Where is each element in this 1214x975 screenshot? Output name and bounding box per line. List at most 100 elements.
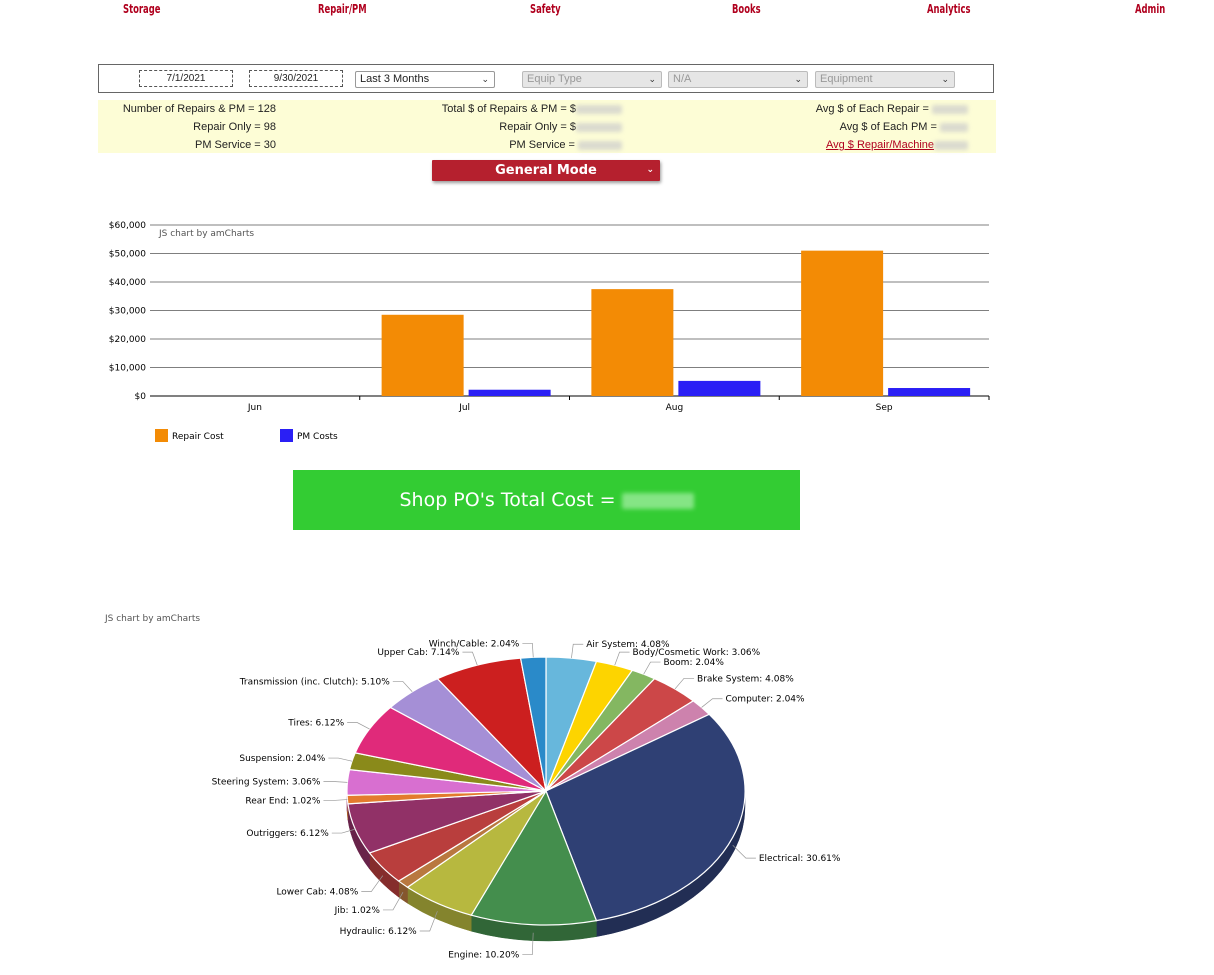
stat-total-pm-service: PM Service =: [509, 139, 622, 151]
redacted-value: [578, 140, 622, 150]
y-tick-label: $50,000: [109, 250, 146, 260]
pie-label-line: [419, 911, 438, 932]
bar-pm-costs: [678, 380, 761, 396]
legend-swatch: [155, 429, 168, 442]
chevron-down-icon: ⌄: [941, 74, 949, 84]
pie-label-line: [328, 757, 353, 762]
legend-swatch: [280, 429, 293, 442]
pie-label: Boom: 2.04%: [664, 658, 725, 668]
stat-avg-each-pm-label: Avg $ of Each PM =: [839, 121, 940, 133]
pie-label: Brake System: 4.08%: [697, 674, 794, 684]
nav-admin[interactable]: Admin: [1135, 2, 1166, 16]
start-date-input[interactable]: 7/1/2021: [139, 70, 233, 87]
pie-label-line: [571, 643, 584, 659]
equipment-value: Equipment: [820, 73, 873, 85]
sub-type-select[interactable]: N/A ⌄: [668, 71, 808, 88]
pie-label: Rear End: 1.02%: [245, 796, 320, 806]
equipment-select[interactable]: Equipment ⌄: [815, 71, 955, 88]
pie-label-line: [614, 651, 630, 666]
bar-pm-costs: [888, 388, 971, 396]
avg-repair-machine-label: Avg $ Repair/Machine: [825, 139, 934, 151]
pie-label-line: [522, 932, 534, 956]
pie-label: Lower Cab: 4.08%: [276, 888, 358, 898]
stat-total-repair-only-label: Repair Only = $: [499, 121, 576, 133]
repair-pm-bar-chart: $0 $10,000 $20,000 $30,000 $40,000 $50,000 $60…: [109, 221, 990, 442]
pie-label-line: [674, 677, 695, 690]
pie-label: Tires: 6.12%: [287, 719, 344, 729]
filter-bar: 7/1/2021 9/30/2021 Last 3 Months ⌄ Equip…: [98, 64, 994, 93]
pie-label: Winch/Cable: 2.04%: [429, 639, 520, 649]
chevron-down-icon: ⌄: [794, 74, 802, 84]
nav-repair-pm[interactable]: Repair/PM: [318, 2, 367, 16]
pie-label: Steering System: 3.06%: [212, 777, 321, 787]
mode-select-label: General Mode: [495, 163, 597, 178]
equip-type-value: Equip Type: [527, 73, 582, 85]
equip-type-select[interactable]: Equip Type ⌄: [522, 71, 662, 88]
pie-label: Hydraulic: 6.12%: [340, 927, 418, 937]
stat-avg-each-pm: Avg $ of Each PM =: [840, 121, 968, 133]
pie-label-line: [643, 661, 661, 675]
bar-chart-credit: JS chart by amCharts: [159, 229, 255, 239]
stat-total-repairs-pm: Total $ of Repairs & PM = $: [442, 103, 622, 115]
pie-label-line: [392, 681, 413, 693]
redacted-value: [940, 122, 968, 132]
bar-pm-costs: [468, 389, 551, 396]
repair-category-pie-chart: Air System: 4.08%Body/Cosmetic Work: 3.0…: [212, 639, 841, 961]
nav-safety[interactable]: Safety: [530, 2, 561, 16]
stat-total-pm-service-label: PM Service =: [509, 139, 578, 151]
stats-panel: Number of Repairs & PM = 128 Repair Only…: [98, 100, 996, 153]
pie-label-line: [361, 875, 384, 892]
redacted-value: [576, 122, 622, 132]
x-tick-label: Aug: [666, 403, 684, 413]
pie-label-line: [522, 642, 534, 658]
pie-label: Jib: 1.02%: [334, 906, 381, 916]
range-select-value: Last 3 Months: [360, 73, 430, 85]
pie-label-line: [323, 799, 348, 801]
bar-repair-cost: [591, 289, 674, 396]
legend-label: Repair Cost: [172, 432, 224, 442]
x-tick-label: Jun: [247, 403, 262, 413]
pie-label: Transmission (inc. Clutch): 5.10%: [239, 677, 390, 687]
end-date-input[interactable]: 9/30/2021: [249, 70, 343, 87]
top-nav: Storage Repair/PM Safety Books Analytics…: [0, 0, 1214, 20]
stat-total-repair-only: Repair Only = $: [499, 121, 622, 133]
stat-pm-service: PM Service = 30: [194, 139, 276, 151]
chevron-down-icon: ⌄: [481, 74, 489, 84]
pie-label: Electrical: 30.61%: [759, 854, 841, 864]
redacted-value: [621, 492, 694, 509]
redacted-value: [932, 104, 968, 114]
y-tick-label: $10,000: [109, 364, 146, 374]
redacted-value: [934, 140, 968, 150]
stat-repair-only: Repair Only = 98: [193, 121, 276, 133]
avg-repair-machine-link[interactable]: Avg $ Repair/Machine: [826, 139, 968, 151]
pie-label: Computer: 2.04%: [726, 695, 806, 705]
pie-label: Outriggers: 6.12%: [246, 829, 329, 839]
stat-avg-each-repair: Avg $ of Each Repair =: [816, 103, 968, 115]
pie-label-line: [732, 845, 756, 859]
pie-label-line: [331, 828, 356, 834]
x-tick-label: Sep: [876, 403, 893, 413]
mode-select-button[interactable]: General Mode ⌄: [432, 160, 660, 181]
pie-label: Upper Cab: 7.14%: [377, 648, 460, 658]
pie-label-line: [462, 651, 478, 666]
y-tick-label: $30,000: [109, 307, 146, 317]
nav-analytics[interactable]: Analytics: [927, 2, 971, 16]
pie-chart-credit: JS chart by amCharts: [105, 614, 201, 624]
stat-avg-each-repair-label: Avg $ of Each Repair =: [815, 103, 932, 115]
nav-books[interactable]: Books: [732, 2, 761, 16]
y-tick-label: $40,000: [109, 278, 146, 288]
chevron-down-icon: ⌄: [648, 74, 656, 84]
redacted-value: [576, 104, 622, 114]
stat-num-repairs-pm: Number of Repairs & PM = 128: [122, 103, 276, 115]
pie-label: Body/Cosmetic Work: 3.06%: [633, 648, 761, 658]
pie-slice: [545, 713, 746, 922]
x-tick-label: Jul: [458, 403, 470, 413]
pie-label: Suspension: 2.04%: [239, 754, 325, 764]
pie-label: Engine: 10.20%: [448, 951, 520, 961]
bar-repair-cost: [801, 250, 884, 396]
range-select[interactable]: Last 3 Months ⌄: [355, 71, 495, 88]
pie-label-line: [382, 892, 404, 911]
nav-storage[interactable]: Storage: [123, 2, 161, 16]
shop-po-total-banner: Shop PO's Total Cost =: [293, 470, 800, 530]
pie-label-line: [701, 698, 723, 708]
